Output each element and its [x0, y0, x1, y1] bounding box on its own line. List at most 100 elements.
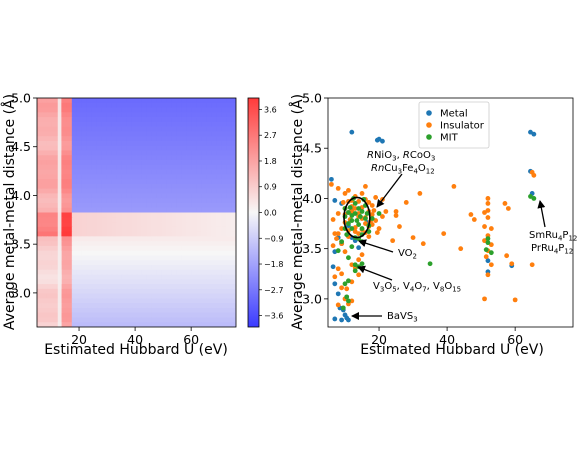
heatmap-cell	[231, 322, 236, 327]
heatmap-cell	[101, 112, 108, 118]
heatmap-cell	[111, 193, 118, 199]
heatmap-cell	[76, 245, 83, 252]
heatmap-cell	[196, 236, 202, 242]
heatmap-cell	[201, 112, 207, 118]
scatter-point-mit	[483, 247, 489, 253]
heatmap-cell	[176, 298, 182, 304]
heatmap-cell	[231, 136, 236, 142]
heatmap-cell	[106, 284, 113, 290]
heatmap-cell	[191, 117, 197, 123]
heatmap-cell	[171, 126, 177, 132]
heatmap-cell	[101, 131, 108, 137]
heatmap-cell	[151, 288, 157, 295]
heatmap-cell	[231, 274, 236, 280]
heatmap-cell	[41, 269, 48, 276]
heatmap-cell	[211, 126, 217, 132]
heatmap-cell	[81, 231, 88, 237]
heatmap-cell	[111, 307, 118, 314]
heatmap-cell	[151, 160, 157, 166]
heatmap-cell	[121, 131, 128, 137]
heatmap-cell	[81, 279, 88, 285]
heatmap-cell	[226, 136, 232, 142]
heatmap-cell	[61, 236, 68, 242]
heatmap-cell	[51, 117, 58, 123]
heatmap-cell	[111, 145, 118, 152]
heatmap-cell	[201, 288, 207, 295]
heatmap-cell	[151, 121, 157, 128]
heatmap-cell	[176, 250, 182, 257]
annotation-fragment: 4	[410, 286, 415, 294]
heatmap-cell	[196, 117, 202, 123]
heatmap-cell	[66, 183, 73, 190]
heatmap-cell	[61, 298, 68, 304]
heatmap-cell	[226, 188, 232, 195]
heatmap-cell	[126, 264, 133, 271]
heatmap-cell	[166, 107, 172, 113]
heatmap-cell	[71, 231, 78, 237]
annotation-fragment: 12	[568, 235, 577, 243]
heatmap-cell	[81, 150, 88, 156]
heatmap-cell	[121, 160, 128, 166]
heatmap-cell	[81, 164, 88, 171]
heatmap-cell	[211, 102, 217, 109]
heatmap-cell	[176, 226, 182, 233]
heatmap-cell	[141, 241, 148, 247]
heatmap-cell	[141, 179, 148, 185]
heatmap-cell	[76, 312, 83, 319]
scatter-point-mit	[352, 268, 358, 274]
heatmap-cell	[136, 274, 143, 280]
heatmap-cell	[151, 264, 157, 271]
heatmap-cell	[46, 112, 53, 118]
heatmap-cell	[196, 202, 202, 209]
scatter-point-mit	[346, 255, 351, 261]
heatmap-cell	[206, 131, 212, 137]
heatmap-cell	[96, 207, 103, 214]
heatmap-cell	[156, 250, 162, 257]
heatmap-cell	[116, 150, 123, 156]
heatmap-cell	[91, 293, 98, 299]
annotation-fragment: R	[403, 150, 410, 161]
heatmap-cell	[106, 107, 113, 113]
heatmap-cell	[171, 293, 177, 299]
annotation-fragment: O	[414, 281, 422, 292]
heatmap-cell	[176, 236, 182, 242]
heatmap-cell	[136, 202, 143, 209]
heatmap-cell	[201, 222, 207, 228]
heatmap-cell	[41, 312, 48, 319]
heatmap-cell	[41, 136, 48, 142]
heatmap-cell	[121, 169, 128, 175]
heatmap-cell	[81, 169, 88, 175]
heatmap-cell	[91, 121, 98, 128]
heatmap-cell	[131, 117, 138, 123]
heatmap-cell	[37, 217, 43, 223]
heatmap-cell	[161, 269, 167, 276]
heatmap-cell	[176, 255, 182, 261]
heatmap-cell	[206, 183, 212, 190]
annotations: RNiO3, RCoO3 RnCu3Fe4O12 VO2 V3O5, V4O7,…	[351, 150, 577, 324]
heatmap-cell	[116, 279, 123, 285]
heatmap-cell	[66, 193, 73, 199]
heatmap-cell	[161, 107, 167, 113]
legend-marker-metal	[426, 110, 432, 116]
heatmap-cell	[101, 255, 108, 261]
colorbar-tick-label: −2.7	[264, 286, 283, 295]
annotation-fragment: VO	[398, 248, 413, 259]
heatmap-cell	[221, 179, 227, 185]
heatmap-cell	[231, 179, 236, 185]
heatmap-cell	[121, 212, 128, 218]
heatmap-cell	[81, 188, 88, 195]
heatmap-cell	[141, 198, 148, 204]
heatmap-cell	[111, 293, 118, 299]
y-tick-label: 3.0	[302, 291, 322, 306]
heatmap-cell	[121, 250, 128, 257]
heatmap-cell	[86, 288, 93, 295]
scatter-point-insulator	[441, 231, 447, 236]
heatmap-cell	[201, 126, 207, 132]
colorbar-tick-label: −1.8	[264, 260, 283, 269]
heatmap-cell	[231, 207, 236, 214]
heatmap-cell	[71, 183, 78, 190]
heatmap-cell	[206, 269, 212, 276]
heatmap-cell	[101, 207, 108, 214]
heatmap-cell	[141, 121, 148, 128]
heatmap-cell	[141, 250, 148, 257]
